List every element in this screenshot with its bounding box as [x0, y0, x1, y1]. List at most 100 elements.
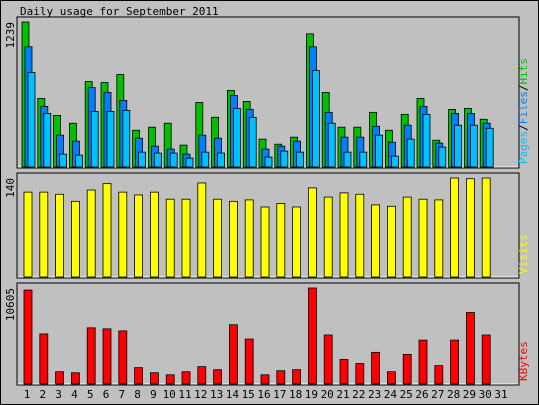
bar — [106, 111, 115, 168]
legend-entry: Pages — [517, 131, 530, 164]
bar — [134, 194, 144, 278]
x-tick-label: 8 — [134, 388, 141, 401]
legend-entry: Files — [517, 91, 530, 124]
x-tick-label: 21 — [336, 388, 349, 401]
bar — [169, 152, 178, 168]
bar — [390, 155, 399, 168]
bar — [39, 333, 49, 385]
x-tick-label: 28 — [447, 388, 460, 401]
legend: KBytes — [517, 341, 530, 381]
bar — [311, 70, 320, 168]
bar — [23, 191, 33, 278]
bar — [434, 199, 444, 278]
bar — [355, 193, 365, 278]
x-tick-label: 7 — [118, 388, 125, 401]
bar — [260, 206, 270, 278]
bar — [153, 152, 162, 168]
bar — [327, 122, 336, 168]
x-tick-label: 10 — [163, 388, 176, 401]
x-tick-label: 30 — [479, 388, 492, 401]
bar — [102, 328, 112, 385]
bar — [71, 372, 80, 385]
x-tick-label: 6 — [103, 388, 110, 401]
x-tick-label: 26 — [415, 388, 428, 401]
bar — [276, 203, 286, 278]
x-tick-label: 5 — [87, 388, 94, 401]
bar — [418, 198, 428, 278]
x-tick-label: 11 — [178, 388, 191, 401]
bar — [375, 134, 384, 168]
x-tick-label: 18 — [289, 388, 302, 401]
bar — [371, 204, 381, 278]
bar — [165, 374, 175, 385]
chart-title: Daily usage for September 2011 — [20, 5, 219, 18]
x-tick-label: 22 — [352, 388, 365, 401]
bar — [27, 72, 36, 168]
y-tick-label: 1239 — [4, 22, 17, 49]
bar — [454, 124, 463, 168]
bar — [23, 289, 33, 385]
bar — [465, 312, 475, 385]
bar — [118, 191, 128, 278]
bar — [213, 198, 223, 278]
bar — [450, 339, 460, 385]
legend-separator: / — [517, 124, 530, 131]
bar — [450, 177, 460, 278]
x-tick-label: 31 — [494, 388, 507, 401]
bar — [86, 189, 96, 278]
bar — [75, 154, 83, 168]
bar — [371, 351, 381, 385]
x-tick-label: 1 — [24, 388, 31, 401]
bar — [469, 124, 478, 168]
bar — [228, 324, 238, 385]
bar — [307, 287, 317, 385]
bar — [149, 191, 159, 278]
bar — [406, 138, 415, 168]
panel — [16, 282, 520, 386]
bar — [86, 327, 96, 385]
x-tick-label: 9 — [150, 388, 157, 401]
bar — [418, 339, 428, 385]
bar — [43, 113, 52, 168]
bar — [217, 152, 226, 168]
bar — [386, 371, 396, 385]
bar — [481, 334, 491, 385]
bar — [307, 187, 317, 278]
bar — [185, 157, 194, 168]
bar — [138, 151, 147, 168]
bar — [339, 192, 349, 278]
bar — [55, 371, 64, 385]
bar — [386, 205, 396, 278]
y-tick-label: 10605 — [4, 288, 17, 321]
bar — [55, 193, 64, 278]
bar — [402, 353, 412, 385]
bar — [149, 372, 159, 385]
bar — [197, 182, 207, 278]
bar — [122, 109, 131, 168]
x-tick-label: 12 — [194, 388, 207, 401]
bar — [39, 191, 49, 278]
bar — [181, 371, 191, 385]
bar — [232, 107, 241, 168]
bar — [181, 198, 191, 278]
bar — [213, 369, 223, 385]
bar — [481, 177, 491, 278]
bar — [402, 196, 412, 278]
legend-entry: Hits — [517, 58, 530, 85]
x-tick-label: 29 — [463, 388, 476, 401]
bar — [244, 338, 254, 385]
bar — [422, 113, 431, 168]
x-tick-label: 27 — [431, 388, 444, 401]
bar — [292, 206, 302, 278]
legend: Pages/Files/Hits — [517, 58, 530, 164]
x-tick-label: 3 — [55, 388, 62, 401]
x-tick-label: 20 — [321, 388, 334, 401]
bar — [323, 196, 333, 278]
bar — [359, 151, 368, 168]
x-tick-label: 23 — [368, 388, 381, 401]
bar — [485, 127, 494, 168]
bar — [438, 146, 447, 168]
bar — [292, 369, 302, 385]
x-tick-label: 17 — [273, 388, 286, 401]
